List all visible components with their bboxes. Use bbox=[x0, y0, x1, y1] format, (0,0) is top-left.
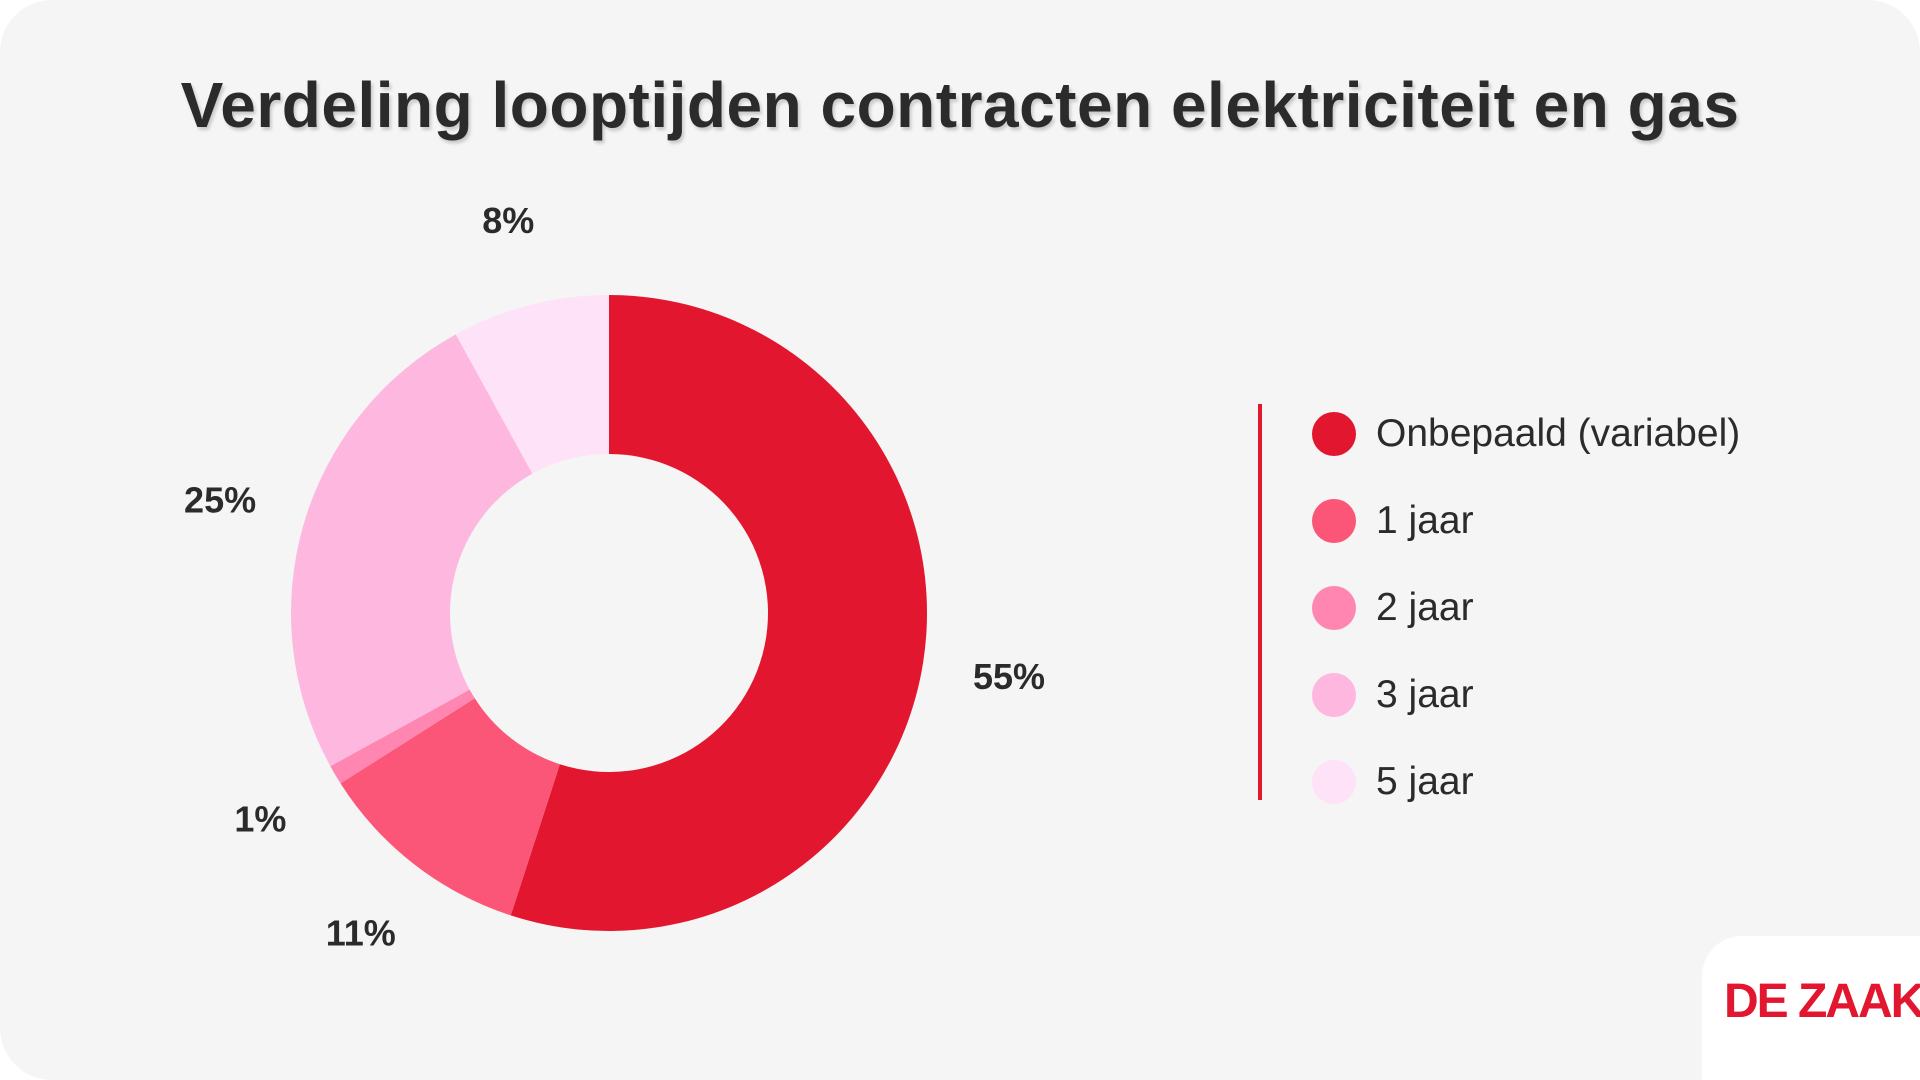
legend-swatch bbox=[1312, 760, 1356, 804]
logo-badge: DE ZAAK bbox=[1702, 936, 1920, 1080]
legend-label: 1 jaar bbox=[1376, 499, 1474, 542]
slice-3-jaar bbox=[290, 334, 533, 767]
slice-label-5-jaar: 8% bbox=[482, 200, 534, 241]
legend-item-2-jaar: 2 jaar bbox=[1312, 578, 1474, 638]
brand-logo: DE ZAAK bbox=[1724, 975, 1920, 1028]
legend-swatch bbox=[1312, 499, 1356, 543]
slice-label-onbepaald-variabel: 55% bbox=[973, 656, 1045, 697]
legend-item-3-jaar: 3 jaar bbox=[1312, 665, 1474, 725]
legend-swatch bbox=[1312, 586, 1356, 630]
legend-label: Onbepaald (variabel) bbox=[1376, 412, 1741, 455]
slice-label-2-jaar: 1% bbox=[234, 799, 286, 840]
slice-labels: 55% 11% 1% 25% 8% bbox=[184, 200, 1045, 953]
legend-label: 3 jaar bbox=[1376, 673, 1474, 716]
chart-title: Verdeling looptijden contracten elektric… bbox=[180, 69, 1740, 141]
slice-2-jaar bbox=[330, 689, 475, 784]
slice-label-3-jaar: 25% bbox=[184, 480, 256, 521]
donut-slices bbox=[290, 295, 928, 932]
legend-label: 5 jaar bbox=[1376, 760, 1474, 803]
legend-swatch bbox=[1312, 412, 1356, 456]
slice-5-jaar bbox=[455, 295, 609, 474]
legend-item-5-jaar: 5 jaar bbox=[1312, 752, 1474, 812]
slice-onbepaald-variabel bbox=[510, 295, 928, 932]
legend-swatch bbox=[1312, 673, 1356, 717]
legend-item-1-jaar: 1 jaar bbox=[1312, 491, 1474, 551]
chart-legend: Onbepaald (variabel) 1 jaar 2 jaar 3 jaar 5 … bbox=[1258, 404, 1822, 804]
legend-item-onbepaald-variabel: Onbepaald (variabel) bbox=[1312, 404, 1740, 464]
legend-label: 2 jaar bbox=[1376, 586, 1474, 629]
slice-label-1-jaar: 11% bbox=[326, 913, 396, 954]
slice-1-jaar bbox=[340, 698, 560, 916]
